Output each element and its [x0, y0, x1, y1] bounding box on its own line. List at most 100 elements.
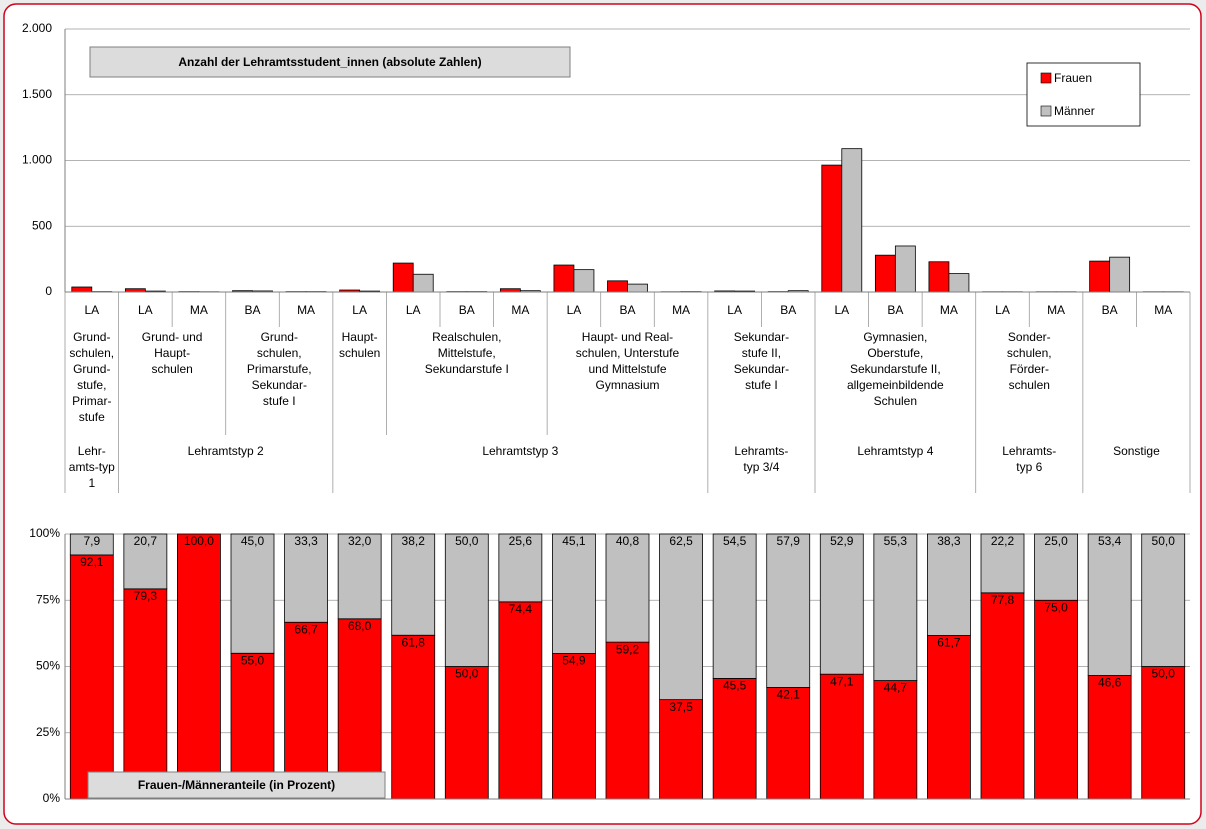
data-label: 66,7: [294, 622, 318, 636]
bar-segment: [123, 588, 168, 800]
data-label: 22,2: [991, 534, 1015, 548]
type-label: Lehramtstyp 3: [482, 444, 559, 458]
data-label: 54,5: [723, 534, 747, 548]
x-tick-label: LA: [138, 303, 153, 317]
bar: [412, 273, 434, 293]
data-label: 50,0: [455, 667, 479, 681]
chart-title: Frauen-/Männeranteile (in Prozent): [138, 778, 335, 792]
legend-label: Männer: [1054, 104, 1095, 118]
bar-segment: [1087, 675, 1132, 800]
x-tick-label: BA: [459, 303, 475, 317]
bar-segment: [712, 533, 757, 679]
x-tick-label: MA: [940, 303, 958, 317]
bar-segment: [873, 680, 918, 800]
x-tick-label: MA: [511, 303, 529, 317]
y-tick-label: 1.500: [22, 87, 52, 101]
y-tick-label: 75%: [36, 592, 60, 606]
bar-segment: [177, 533, 221, 800]
data-label: 50,0: [1152, 667, 1176, 681]
data-label: 45,0: [241, 534, 265, 548]
bar: [928, 261, 950, 293]
data-label: 33,3: [294, 534, 318, 548]
bar: [71, 286, 93, 293]
bar-segment: [1141, 533, 1186, 667]
bar-segment: [927, 533, 971, 636]
bar-segment: [980, 592, 1025, 800]
data-label: 46,6: [1098, 676, 1122, 690]
bar-segment: [766, 533, 811, 688]
type-label: Lehramtstyp 2: [187, 444, 264, 458]
bar-segment: [284, 533, 328, 623]
group-label: Gymnasien, Oberstufe, Sekundarstufe II, …: [846, 330, 944, 408]
data-label: 59,2: [616, 642, 640, 656]
group-label: Realschulen, Mittelstufe, Sekundarstufe …: [424, 330, 509, 376]
data-label: 61,7: [937, 636, 961, 650]
bar-segment: [659, 533, 703, 701]
legend-swatch: [1040, 72, 1052, 84]
x-tick-label: LA: [727, 303, 742, 317]
group-label: Grund- schulen, Grund- stufe, Primar- st…: [69, 330, 115, 424]
bar: [607, 280, 628, 293]
data-label: 79,3: [134, 589, 158, 603]
x-tick-label: BA: [619, 303, 635, 317]
bar-segment: [1034, 533, 1078, 601]
x-tick-label: BA: [780, 303, 796, 317]
x-tick-label: LA: [567, 303, 582, 317]
bar-segment: [552, 653, 596, 800]
bar-segment: [552, 533, 596, 654]
x-tick-label: LA: [834, 303, 849, 317]
bar-segment: [444, 666, 489, 800]
group-label: Sekundar- stufe II, Sekundar- stufe I: [733, 330, 790, 392]
bar-segment: [819, 673, 864, 800]
data-label: 44,7: [884, 681, 908, 695]
bar-segment: [444, 533, 489, 667]
bar: [627, 283, 648, 293]
data-label: 38,3: [937, 534, 961, 548]
y-tick-label: 0: [45, 284, 52, 298]
bar-segment: [498, 533, 543, 603]
bar: [1109, 256, 1131, 293]
chart-title: Anzahl der Lehramtsstudent_innen (absolu…: [178, 55, 481, 69]
type-label: Lehramts- typ 6: [1002, 444, 1057, 474]
bar-segment: [605, 641, 650, 800]
data-label: 37,5: [669, 700, 693, 714]
x-tick-label: BA: [244, 303, 260, 317]
data-label: 52,9: [830, 534, 854, 548]
data-label: 42,1: [777, 688, 801, 702]
data-label: 75,0: [1044, 600, 1068, 614]
bar: [874, 254, 896, 293]
bar-segment: [284, 621, 328, 800]
x-tick-label: MA: [1154, 303, 1172, 317]
y-tick-label: 50%: [36, 659, 60, 673]
bar: [553, 264, 575, 293]
type-label: Sonstige: [1113, 444, 1160, 458]
y-tick-label: 2.000: [22, 21, 52, 35]
y-tick-label: 100%: [29, 526, 60, 540]
bar-segment: [498, 601, 543, 800]
bar-segment: [927, 635, 971, 800]
data-label: 47,1: [830, 674, 854, 688]
y-tick-label: 1.000: [22, 153, 52, 167]
title-box: [87, 771, 386, 799]
data-label: 53,4: [1098, 534, 1122, 548]
data-label: 54,9: [562, 654, 586, 668]
bar-segment: [1141, 666, 1186, 800]
group-label: Haupt- schulen: [338, 330, 381, 360]
x-tick-label: BA: [887, 303, 903, 317]
bar-segment: [659, 699, 703, 800]
data-label: 74,4: [509, 602, 533, 616]
data-label: 77,8: [991, 593, 1015, 607]
group-label: Sonder- schulen, Förder- schulen: [1006, 330, 1052, 392]
bar-segment: [391, 533, 436, 636]
data-label: 61,8: [402, 635, 426, 649]
data-label: 100,0: [184, 534, 214, 548]
type-label: Lehramts- typ 3/4: [734, 444, 789, 474]
data-label: 45,1: [562, 534, 586, 548]
y-tick-label: 25%: [36, 725, 60, 739]
bar-segment: [1034, 599, 1078, 800]
bar-segment: [1087, 533, 1132, 676]
bar-segment: [69, 554, 114, 800]
data-label: 45,5: [723, 679, 747, 693]
x-tick-label: MA: [190, 303, 208, 317]
